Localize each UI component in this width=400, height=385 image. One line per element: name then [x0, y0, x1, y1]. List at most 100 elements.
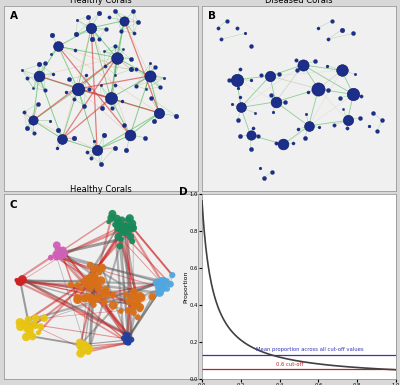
- Point: [101, 299, 108, 305]
- Point: [89, 297, 95, 303]
- Point: [103, 291, 110, 297]
- Point: [126, 215, 133, 221]
- Point: [23, 334, 30, 340]
- Title: Diseased Corals: Diseased Corals: [265, 0, 333, 5]
- Point: [82, 341, 88, 347]
- Point: [30, 333, 36, 340]
- Point: [82, 341, 88, 347]
- Point: [127, 234, 134, 240]
- Point: [120, 222, 127, 228]
- Point: [137, 304, 144, 310]
- Point: [218, 36, 225, 42]
- Point: [26, 321, 32, 328]
- Point: [294, 67, 300, 74]
- Point: [118, 228, 124, 234]
- Point: [120, 229, 127, 235]
- Point: [93, 282, 100, 288]
- Point: [352, 71, 358, 77]
- Point: [112, 82, 118, 88]
- Point: [36, 73, 42, 79]
- Point: [42, 87, 48, 93]
- Point: [112, 145, 118, 151]
- Point: [147, 60, 153, 67]
- Point: [81, 295, 88, 301]
- Point: [119, 217, 125, 223]
- Point: [76, 343, 83, 350]
- Point: [76, 339, 83, 345]
- Point: [47, 118, 54, 124]
- Point: [303, 111, 310, 117]
- Point: [96, 270, 103, 276]
- Point: [99, 105, 105, 111]
- Point: [300, 62, 306, 68]
- Point: [135, 314, 141, 320]
- Point: [92, 276, 99, 282]
- Point: [121, 17, 128, 23]
- Text: A: A: [10, 11, 18, 21]
- Point: [89, 295, 95, 301]
- Point: [96, 283, 102, 290]
- Point: [325, 87, 332, 93]
- Point: [134, 295, 140, 301]
- Point: [146, 73, 153, 79]
- Point: [235, 117, 241, 123]
- Point: [156, 84, 163, 90]
- Point: [85, 13, 91, 20]
- Point: [74, 17, 81, 23]
- Point: [238, 104, 244, 110]
- Point: [374, 128, 380, 134]
- Point: [125, 217, 131, 223]
- Point: [97, 82, 104, 89]
- Point: [77, 341, 84, 348]
- Point: [113, 54, 120, 60]
- Point: [95, 285, 102, 291]
- Point: [337, 95, 344, 101]
- Point: [267, 73, 273, 79]
- Point: [31, 320, 37, 326]
- Point: [112, 72, 119, 78]
- Point: [248, 77, 254, 83]
- Point: [114, 216, 120, 222]
- Point: [54, 242, 60, 248]
- Point: [237, 94, 244, 100]
- Point: [270, 109, 276, 116]
- Point: [55, 44, 62, 50]
- Point: [71, 95, 77, 102]
- Point: [17, 324, 24, 330]
- Point: [25, 316, 32, 323]
- Point: [14, 277, 20, 283]
- Point: [248, 146, 254, 152]
- Point: [88, 293, 95, 300]
- Point: [89, 293, 96, 300]
- Point: [19, 67, 26, 74]
- Point: [101, 290, 107, 296]
- Point: [247, 132, 254, 138]
- Point: [149, 294, 156, 300]
- Point: [126, 298, 133, 305]
- Point: [358, 93, 364, 99]
- Point: [108, 215, 114, 221]
- Point: [121, 222, 127, 228]
- Point: [276, 70, 282, 77]
- Point: [91, 138, 97, 144]
- Title: Healthy Corals: Healthy Corals: [70, 0, 132, 5]
- Point: [305, 89, 312, 95]
- Point: [124, 228, 131, 234]
- Point: [106, 14, 112, 20]
- Point: [101, 63, 108, 69]
- Point: [74, 296, 81, 303]
- Point: [252, 110, 258, 116]
- Point: [52, 251, 59, 257]
- Point: [55, 247, 62, 253]
- Point: [26, 326, 33, 332]
- Point: [134, 300, 140, 306]
- Point: [131, 289, 137, 295]
- Point: [137, 293, 143, 299]
- Point: [124, 338, 130, 344]
- Point: [86, 345, 93, 352]
- Point: [41, 60, 48, 66]
- Point: [161, 278, 167, 284]
- Point: [268, 92, 274, 99]
- Point: [24, 75, 30, 81]
- Point: [108, 105, 115, 111]
